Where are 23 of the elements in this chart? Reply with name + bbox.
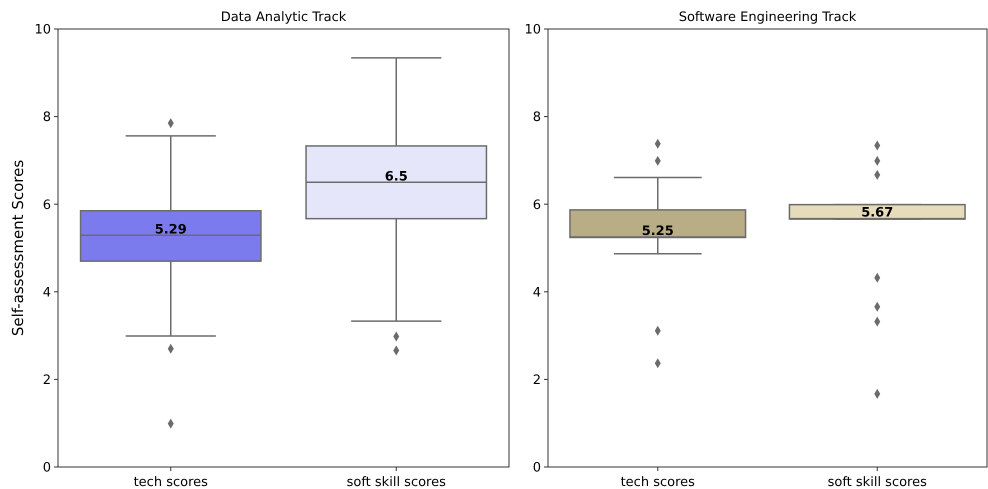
y-tick-label: 0 xyxy=(532,460,541,476)
y-tick-label: 8 xyxy=(532,110,541,126)
chart-title: Data Analytic Track xyxy=(220,10,347,25)
y-tick-label: 10 xyxy=(524,22,541,38)
y-tick-label: 0 xyxy=(42,460,51,476)
chart-title: Software Engineering Track xyxy=(678,10,857,25)
x-tick-label: tech scores xyxy=(134,475,208,489)
y-tick-label: 6 xyxy=(42,198,51,213)
x-tick-label: soft skill scores xyxy=(828,475,928,489)
text: 5.67 xyxy=(861,206,894,221)
x-tick-label: tech scores xyxy=(620,475,696,489)
y-tick-label: 2 xyxy=(42,372,51,388)
y-tick-label: 2 xyxy=(532,372,541,388)
text: 5.29 xyxy=(154,222,187,238)
y-axis-title: Self-assessment Scores xyxy=(9,160,27,336)
y-tick-label: 8 xyxy=(42,110,51,126)
text: 6.5 xyxy=(384,169,408,184)
y-tick-label: 4 xyxy=(532,285,541,300)
x-tick-label: soft skill scores xyxy=(346,475,446,489)
text: 5.25 xyxy=(642,224,674,240)
y-tick-label: 6 xyxy=(532,198,541,213)
y-tick-label: 4 xyxy=(42,285,51,300)
y-tick-label: 10 xyxy=(34,22,51,38)
